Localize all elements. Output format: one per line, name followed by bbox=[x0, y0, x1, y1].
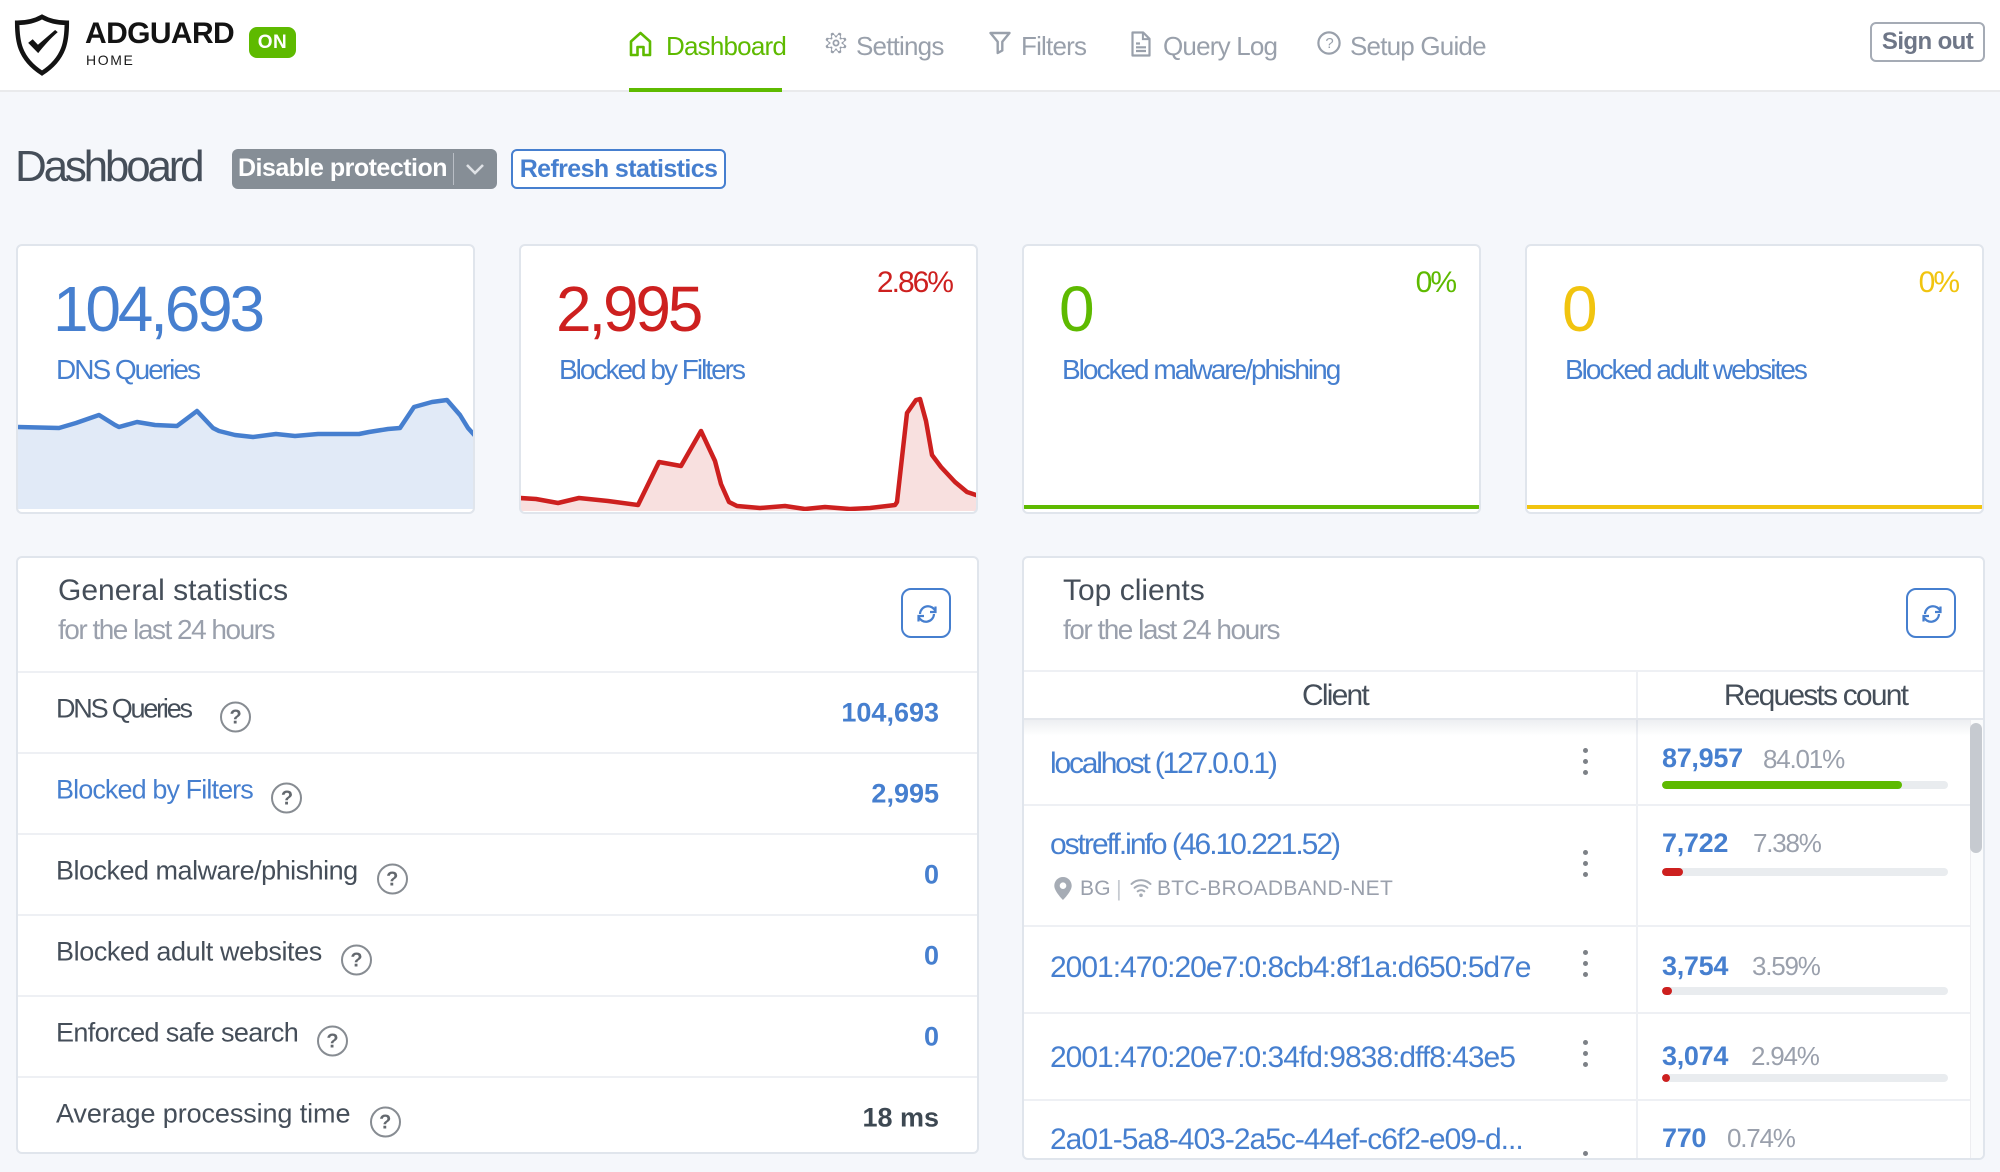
svg-text:?: ? bbox=[1325, 35, 1333, 52]
